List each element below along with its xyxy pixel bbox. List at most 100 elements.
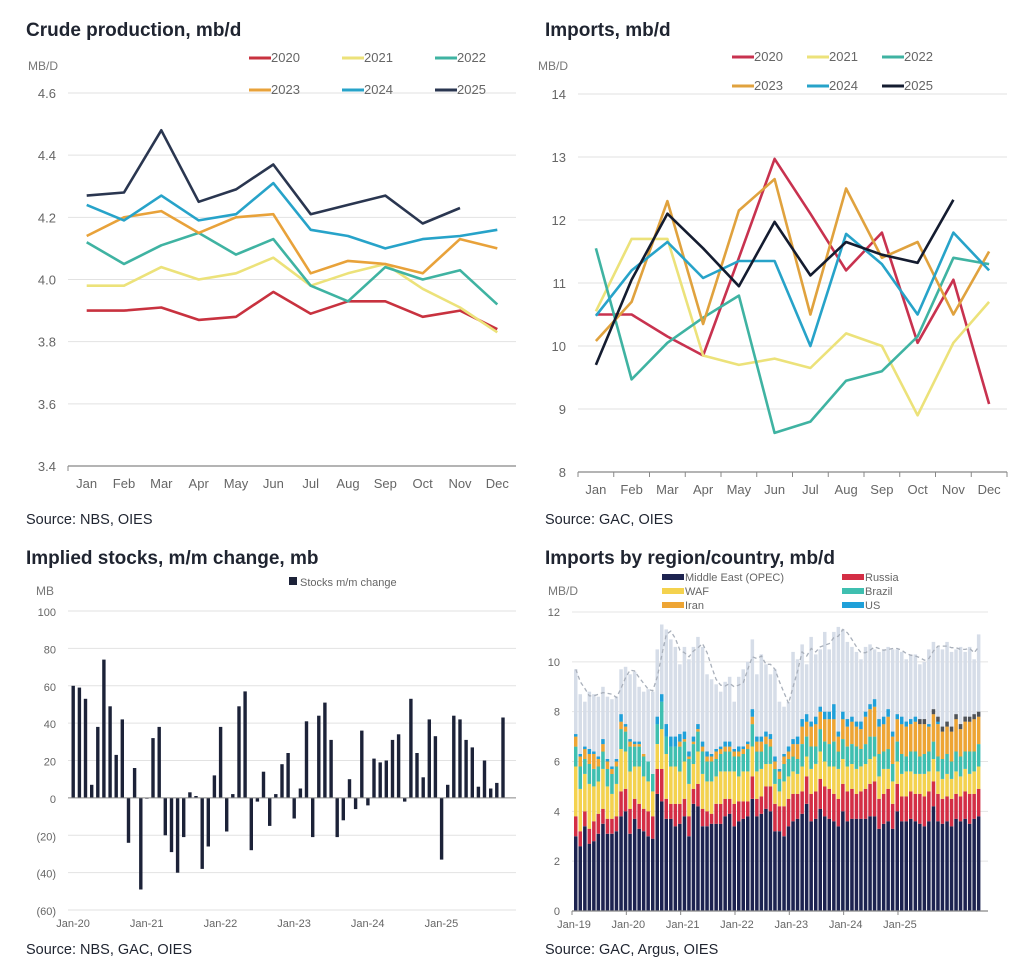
y-tick-label: 3.6 (38, 397, 56, 412)
stack-segment-iran (786, 751, 791, 759)
stack-segment-russia (741, 801, 745, 819)
stack-segment-russia (583, 811, 587, 827)
stack-segment-waf (709, 781, 714, 814)
stack-segment-us (832, 704, 836, 720)
legend-label-2022: 2022 (457, 50, 486, 65)
stack-segment-russia (782, 806, 786, 837)
stack-segment-other (949, 726, 954, 732)
stack-segment-waf (619, 749, 623, 792)
stack-segment-russia (949, 798, 954, 827)
stack-segment-middle-east-opec- (940, 823, 945, 911)
stack-segment-brazil (700, 751, 705, 774)
stack-segment-russia (886, 788, 890, 822)
stack-segment-other (954, 714, 958, 720)
stack-segment-iran (841, 719, 845, 739)
stack-segment-middle-east-opec- (737, 821, 741, 911)
stack-segment-waf (768, 764, 773, 787)
stack-segment-other (936, 716, 940, 722)
stack-segment-us (764, 731, 768, 737)
stack-segment-middle-east-opec- (800, 813, 804, 911)
stack-segment-brazil (927, 751, 931, 772)
stack-segment-waf (854, 769, 859, 794)
stack-segment-us (623, 724, 628, 727)
stack-segment-middle-east-opec- (814, 818, 818, 911)
stack-segment-middle-east-opec- (976, 816, 981, 911)
stack-segment-us (841, 711, 845, 720)
stack-segment-iran (814, 724, 818, 747)
stack-segment-waf (913, 774, 918, 794)
bar (458, 719, 462, 798)
stack-segment-iran (750, 716, 755, 725)
stack-segment-russia (791, 793, 795, 822)
bar (90, 784, 94, 798)
stack-segment-brazil (574, 746, 578, 767)
y-tick-label: 4.2 (38, 210, 56, 225)
stack-segment-brazil (976, 744, 981, 767)
stack-segment-us (578, 754, 582, 757)
y-tick-label: 60 (44, 682, 56, 694)
x-tick-label: Jan-24 (351, 918, 385, 930)
stack-segment-brazil (750, 724, 755, 747)
stack-segment-russia (786, 798, 791, 827)
bar (396, 734, 401, 798)
bar (409, 698, 413, 798)
stack-segment-russia (854, 793, 859, 819)
y-tick-label: 11 (553, 276, 567, 291)
stack-segment-middle-east-opec- (841, 811, 845, 911)
stack-segment-iran (931, 714, 936, 742)
stack-segment-middle-east-opec- (949, 826, 954, 911)
stack-segment-middle-east-opec- (601, 823, 605, 911)
stack-segment-brazil (723, 751, 727, 772)
y-tick-label: 8 (559, 465, 566, 480)
bar (249, 797, 253, 851)
stack-segment-russia (691, 788, 696, 804)
stack-segment-iran (737, 751, 741, 757)
stack-segment-brazil (718, 754, 723, 772)
stack-segment-us (886, 709, 890, 717)
bar (261, 771, 266, 798)
stack-segment-waf (723, 771, 727, 799)
bar (200, 797, 204, 869)
stack-segment-waf (895, 761, 899, 784)
stack-segment-russia (863, 788, 868, 819)
imports-by-region-chart: MB/D 0 2 4 6 8 10 12 Jan-19 Jan-20 Jan-21 Jan-22 Jan… (548, 572, 988, 931)
stack-segment-russia (859, 791, 863, 819)
bar (292, 797, 296, 819)
stack-segment-brazil (832, 741, 836, 767)
stack-segment-us (850, 716, 854, 722)
stack-segment-iran (872, 706, 877, 737)
stack-segment-iran (641, 754, 646, 757)
stack-segment-brazil (918, 756, 922, 774)
stack-segment-us (782, 754, 786, 757)
stack-segment-waf (773, 783, 777, 804)
x-tick-label: Jun (764, 482, 785, 497)
stack-segment-waf (836, 769, 841, 799)
stack-segment-brazil (818, 729, 822, 752)
stack-segment-middle-east-opec- (809, 821, 813, 911)
series-line-2020 (86, 290, 498, 331)
stack-segment-waf (755, 771, 759, 799)
stack-segment-brazil (895, 741, 899, 762)
legend-label-2020: 2020 (271, 50, 300, 65)
stack-segment-russia (809, 793, 813, 822)
stocks-chart-source: Source: NBS, GAC, OIES (26, 942, 192, 958)
bar (139, 797, 143, 890)
total-bar (836, 626, 841, 911)
stack-segment-brazil (777, 778, 782, 792)
stack-segment-other (931, 709, 936, 715)
stack-segment-waf (868, 759, 872, 784)
stack-segment-russia (927, 791, 931, 822)
stack-segment-iran (614, 761, 619, 767)
stack-segment-middle-east-opec- (786, 826, 791, 911)
stack-segment-waf (592, 786, 596, 822)
stack-segment-middle-east-opec- (669, 818, 673, 911)
stack-segment-brazil (886, 749, 890, 769)
stack-segment-iran (723, 746, 727, 752)
bar (280, 764, 284, 798)
stack-segment-brazil (877, 754, 881, 777)
stack-segment-us (936, 721, 940, 725)
legend-swatch (662, 588, 684, 594)
bar (476, 786, 481, 798)
stack-segment-russia (913, 793, 918, 822)
legend-label: Brazil (865, 586, 893, 598)
